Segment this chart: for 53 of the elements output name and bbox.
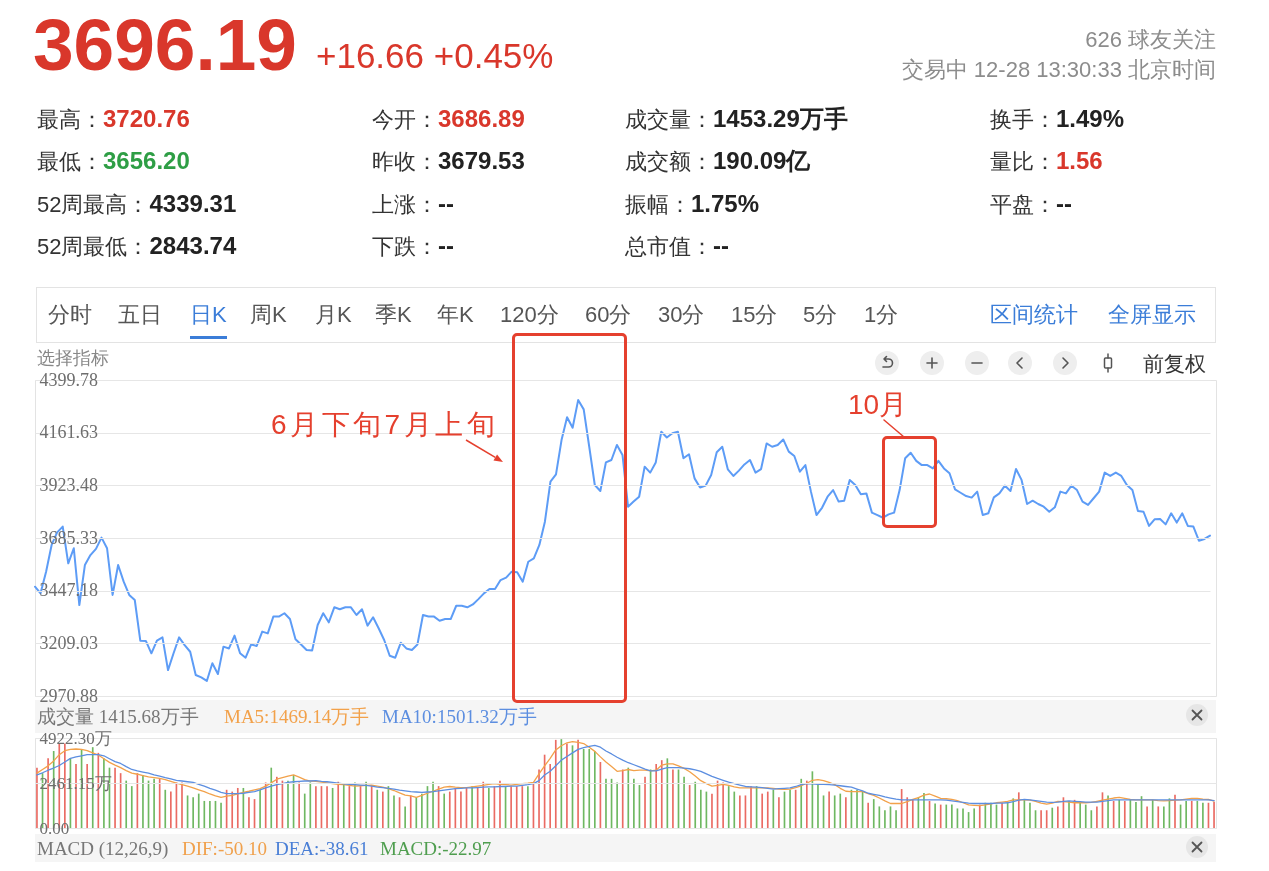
y-tick-label: 3209.03: [39, 632, 98, 653]
text: +16.66 +0.45%: [316, 35, 554, 75]
y-tick-label: 0.00: [39, 818, 70, 838]
text: 五日: [118, 302, 162, 327]
text: 交易中 12-28 13:30:33 北京时间: [901, 57, 1216, 82]
text: 选择指标: [37, 348, 109, 368]
text: 换手：1.49%: [990, 105, 1125, 132]
chart-title: 成交量 1415.68万手: [37, 705, 199, 727]
y-tick-label: 3923.48: [39, 474, 98, 495]
annotation: 6月下旬7月上旬: [271, 409, 499, 440]
text: 区间统计: [990, 302, 1078, 327]
text: 前复权: [1143, 351, 1206, 375]
y-tick-label: 2970.88: [39, 685, 98, 706]
annotation: 10月: [848, 389, 908, 420]
text: 5分: [803, 302, 838, 327]
text: DIF:-50.10: [182, 837, 267, 859]
text: 全屏显示: [1108, 302, 1196, 327]
text: 52周最低：2843.74: [37, 232, 237, 259]
y-tick-label: 4399.78: [39, 369, 98, 390]
text: 626 球友关注: [1085, 27, 1216, 52]
text: 成交额：190.09亿: [625, 147, 811, 174]
text: 周K: [250, 302, 287, 327]
text: 1分: [864, 302, 899, 327]
text: 量比：1.56: [990, 147, 1103, 174]
text: MA10:1501.32万手: [382, 705, 537, 727]
text: 总市值：--: [625, 232, 729, 259]
text: 52周最高：4339.31: [37, 190, 237, 217]
text: MACD (12,26,9): [37, 837, 169, 859]
text: 月K: [315, 302, 352, 327]
text: 成交量：1453.29万手: [625, 105, 848, 132]
text: 日K: [190, 302, 227, 327]
y-tick-label: 4161.63: [39, 422, 98, 443]
text: 15分: [731, 302, 778, 327]
text: 120分: [500, 302, 559, 327]
text: 平盘：--: [990, 190, 1072, 217]
text: 3696.19: [33, 3, 297, 85]
text: 上涨：--: [372, 190, 454, 217]
text: 30分: [658, 302, 705, 327]
y-tick-label: 2461.15万: [39, 773, 112, 793]
text: 下跌：--: [372, 232, 454, 259]
text: 季K: [375, 302, 412, 327]
text: 分时: [48, 302, 92, 327]
y-tick-label: 4922.30万: [39, 728, 112, 748]
text: 最低：3656.20: [37, 147, 190, 174]
text: 年K: [437, 302, 474, 327]
text: 60分: [585, 302, 632, 327]
text: 今开：3686.89: [372, 105, 525, 132]
text: 振幅：1.75%: [625, 190, 760, 217]
text: 昨收：3679.53: [372, 147, 525, 174]
text: MA5:1469.14万手: [224, 705, 370, 727]
text: DEA:-38.61: [275, 837, 369, 859]
text: 最高：3720.76: [37, 105, 190, 132]
text: MACD:-22.97: [380, 837, 492, 859]
